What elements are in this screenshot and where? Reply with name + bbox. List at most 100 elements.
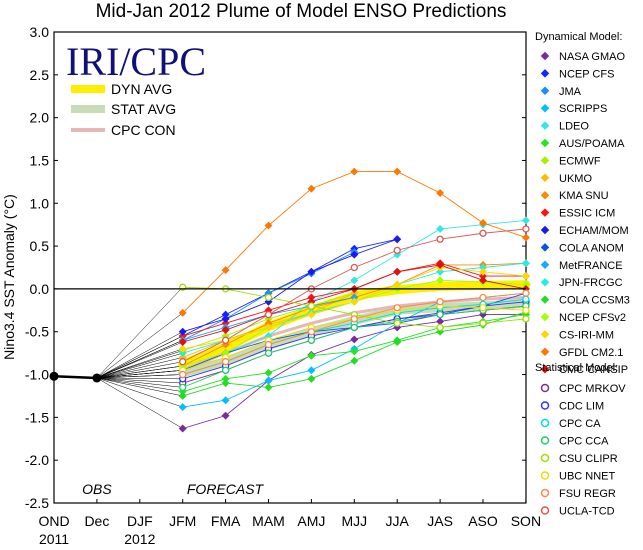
point-cs-iri-mm [350,297,359,306]
y-tick-label: -1.5 [25,409,49,425]
point-jpn-frcgc [479,263,487,272]
point-cpc-cca [221,366,230,374]
fan-line-ubc-nnet [96,370,183,379]
legend-label-cpc-ca: CPC CA [559,418,601,430]
point-ucla-tcd [522,225,530,233]
point-cs-iri-mm [307,310,316,319]
point-csu-clipr [479,319,487,327]
point-cs-iri-mm [264,323,273,332]
y-tick-label: -2.5 [25,495,49,511]
point-aus-poama [221,374,230,383]
legend-label-ecmwf: ECMWF [559,155,601,167]
legend-label-ncep-cfs: NCEP CFS [559,68,614,80]
fan-line-jpn-frcgc [96,352,183,379]
point-ubc-nnet [522,306,530,314]
point-fsu-regr [221,358,230,366]
point-cola-ccsm3 [264,383,273,392]
legend-heading-dynamical: Dynamical Model: [535,31,622,43]
y-tick-label: -1.0 [25,367,49,383]
y-tick-label: 0.5 [30,238,50,254]
point-scripps [307,366,316,375]
point-cpc-cca [436,310,444,319]
point-ncep-cfsv2 [436,276,445,285]
x-tick-label: JJA [386,513,410,529]
fan-line-cola-ccsm3 [96,377,183,397]
point-fsu-regr [479,293,487,302]
fan-line-metfrance [96,340,183,379]
legend-marker-aus-poama [540,138,550,148]
observed-line [53,375,97,380]
legend-marker-jpn-frcgc [540,277,550,287]
model-legend: Dynamical Model: NASA GMAO NCEP CFS JMA SCRI… [535,31,630,518]
point-cmc-cansip [436,260,445,269]
legend-marker-ubc-nnet [540,471,550,480]
legend-label-echam-mom: ECHAM/MOM [559,225,629,237]
legend-label-jma: JMA [559,86,582,98]
legend-marker-ukmo [540,173,550,183]
point-cpc-cca [350,323,358,332]
fan-line-echam-mom [96,331,183,379]
legend-marker-fsu-regr [540,488,550,498]
point-gfdl-cm2-1 [436,189,445,197]
point-ncep-cfsv2 [521,280,530,289]
legend-label-essic-icm: ESSIC ICM [559,208,615,220]
axes: -2.5 -2.0 -1.5 -1.0 -0.5 0.0 0.5 1.0 1.5 2.0 2.5 3.… [25,24,541,547]
legend-marker-csu-clipr [540,453,550,463]
legend-label-kma-snu: KMA SNU [559,190,609,202]
point-gfdl-cm2-1 [393,167,402,176]
x-tick-label: SON [511,513,541,529]
point-echam-mom [307,267,316,276]
legend-marker-gfdl-cm2-1 [540,347,550,357]
y-tick-label: -0.5 [25,324,49,340]
fan-line-cpc-mrkov [96,377,183,384]
point-echam-mom [178,327,187,336]
observed-point [49,371,59,381]
legend-label-csu-clipr: CSU CLIPR [559,453,618,465]
point-cpc-cca [307,336,316,344]
x-tick-label: MJJ [341,513,367,529]
y-tick-label: -2.0 [25,452,49,468]
x-tick-label: FMA [211,513,241,529]
legend-label-aus-poama: AUS/POAMA [559,138,625,150]
point-aus-poama [307,351,316,360]
point-essic-icm [307,293,316,302]
legend-label-ldeo: LDEO [559,121,589,133]
legend-marker-ucla-tcd [540,506,550,515]
legend-marker-cs-iri-mm [540,330,550,339]
point-cola-ccsm3 [178,391,187,400]
point-csu-clipr [436,323,444,332]
fan-line-aus-poama [96,377,183,392]
legend-marker-cpc-cca [540,436,550,445]
legend-marker-scripps [540,103,550,113]
point-nasa-gmao [221,411,230,420]
y-axis-label: Nino3.4 SST Anomaly (°C) [1,194,17,360]
legend-label-ubc-nnet: UBC NNET [559,471,616,483]
fan-line-ncep-cfsv2 [96,365,183,379]
series-line-nasa-gmao [182,314,526,429]
y-tick-label: 0.0 [30,281,50,297]
legend-label-cpc-mrkov: CPC MRKOV [559,383,626,395]
point-ucla-tcd [264,310,273,319]
legend-label-cola-anom: COLA ANOM [559,242,624,254]
point-ukmo [350,289,359,298]
legend-marker-cola-ccsm3 [540,295,550,304]
point-ucla-tcd [221,336,230,344]
avg-legend-label: CPC CON [111,122,176,138]
point-essic-icm [178,332,187,340]
legend-label-ukmo: UKMO [559,173,592,185]
point-ldeo [521,216,530,225]
point-ubc-nnet [479,304,487,312]
fan-line-fsu-regr [96,374,183,379]
brand-logo: IRI/CPC [66,39,206,84]
y-tick-label: 3.0 [30,24,50,40]
fan-line-cmc-cansip [96,341,183,379]
point-ucla-tcd [179,358,187,366]
legend-marker-ncep-cfs [540,69,550,78]
point-ldeo [350,276,359,285]
fan-line-cdc-lim [96,377,183,380]
point-fsu-regr [307,328,316,336]
y-tick-label: 1.5 [30,152,50,168]
legend-label-jpn-frcgc: JPN-FRCGC [559,277,623,289]
